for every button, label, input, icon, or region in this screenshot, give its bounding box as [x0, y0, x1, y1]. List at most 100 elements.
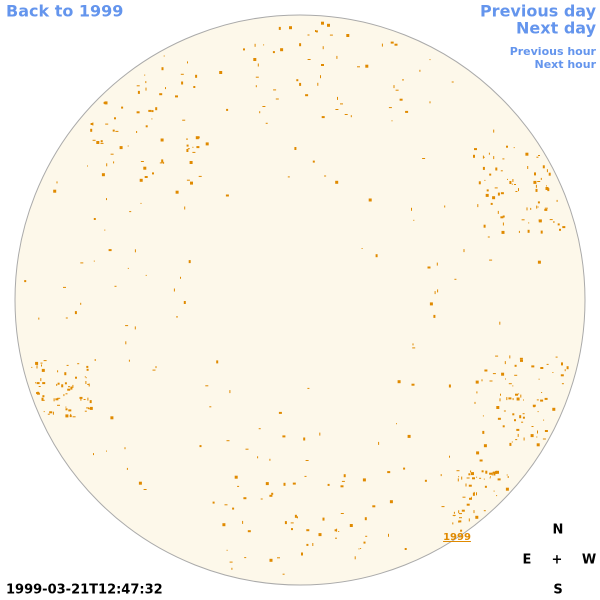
- speck: [87, 397, 89, 401]
- previous-hour-link[interactable]: Previous hour: [510, 45, 597, 58]
- speck: [136, 131, 138, 133]
- speck: [165, 87, 166, 90]
- speck: [463, 249, 465, 253]
- speck: [533, 406, 536, 408]
- speck: [65, 406, 67, 408]
- speck: [478, 181, 481, 185]
- solar-disk: [14, 14, 586, 586]
- speck: [481, 470, 484, 473]
- speck: [407, 434, 411, 438]
- speck: [100, 142, 104, 144]
- speck: [180, 276, 181, 279]
- speck: [559, 228, 561, 231]
- speck: [346, 34, 350, 37]
- speck: [86, 368, 89, 371]
- previous-day-link[interactable]: Previous day: [480, 2, 597, 21]
- speck: [67, 388, 71, 391]
- speck: [55, 398, 59, 401]
- speck: [484, 369, 488, 372]
- speck: [307, 59, 311, 60]
- speck: [424, 479, 427, 482]
- speck: [506, 474, 508, 476]
- speck: [531, 365, 535, 368]
- speck: [354, 556, 356, 560]
- speck: [190, 181, 193, 185]
- speck: [520, 359, 523, 362]
- speck: [496, 470, 499, 474]
- back-link[interactable]: Back to 1999: [6, 2, 123, 21]
- speck: [77, 363, 80, 365]
- speck: [87, 408, 90, 410]
- speck: [92, 122, 94, 126]
- speck: [520, 394, 522, 398]
- speck: [247, 530, 251, 533]
- speck: [68, 386, 70, 388]
- speck: [161, 159, 164, 163]
- speck: [86, 365, 89, 368]
- speck: [335, 109, 339, 110]
- next-day-link[interactable]: Next day: [516, 19, 597, 38]
- speck: [70, 413, 72, 416]
- speck: [544, 430, 548, 432]
- speck: [536, 399, 539, 401]
- speck: [317, 82, 319, 86]
- speck: [479, 477, 482, 479]
- speck: [155, 107, 158, 111]
- speck: [144, 176, 148, 178]
- speck: [469, 497, 472, 500]
- speck: [90, 128, 93, 132]
- speck: [530, 434, 534, 438]
- compass-south: S: [553, 583, 562, 598]
- speck: [381, 43, 383, 47]
- speck: [537, 201, 540, 204]
- speck: [472, 477, 475, 480]
- speck: [540, 399, 544, 402]
- speck: [497, 417, 501, 420]
- speck: [479, 459, 483, 462]
- speck: [485, 193, 489, 197]
- speck: [64, 372, 67, 376]
- speck: [183, 301, 186, 304]
- speck: [187, 148, 190, 150]
- speck: [294, 514, 297, 518]
- speck: [101, 173, 105, 177]
- speck: [94, 359, 96, 361]
- speck: [151, 118, 153, 120]
- speck: [294, 147, 297, 150]
- next-hour-link[interactable]: Next hour: [535, 58, 597, 71]
- speck: [473, 510, 475, 514]
- speck: [483, 478, 485, 480]
- speck: [87, 165, 88, 167]
- speck: [119, 146, 123, 150]
- speck: [552, 407, 556, 411]
- speck: [555, 356, 558, 358]
- speck: [186, 149, 189, 152]
- speck: [88, 383, 90, 387]
- speck: [378, 441, 380, 445]
- speck: [542, 438, 546, 440]
- speck: [404, 548, 407, 550]
- year-link[interactable]: 1999: [443, 532, 471, 543]
- speck: [138, 481, 142, 485]
- speck: [263, 44, 265, 46]
- speck: [140, 202, 142, 204]
- speck: [360, 548, 362, 549]
- speck: [152, 369, 156, 371]
- speck: [511, 441, 513, 443]
- timestamp: 1999-03-21T12:47:32: [6, 583, 163, 598]
- speck: [87, 383, 90, 385]
- speck: [186, 144, 189, 147]
- speck: [507, 178, 508, 180]
- speck: [365, 535, 368, 537]
- speck: [40, 378, 42, 382]
- speck: [65, 317, 68, 319]
- speck: [61, 384, 64, 388]
- speck: [237, 485, 240, 487]
- speck: [110, 153, 114, 155]
- speck: [312, 543, 314, 546]
- speck: [405, 110, 409, 113]
- speck: [243, 497, 247, 500]
- speck: [254, 43, 256, 47]
- speck: [114, 117, 116, 120]
- speck: [537, 411, 539, 413]
